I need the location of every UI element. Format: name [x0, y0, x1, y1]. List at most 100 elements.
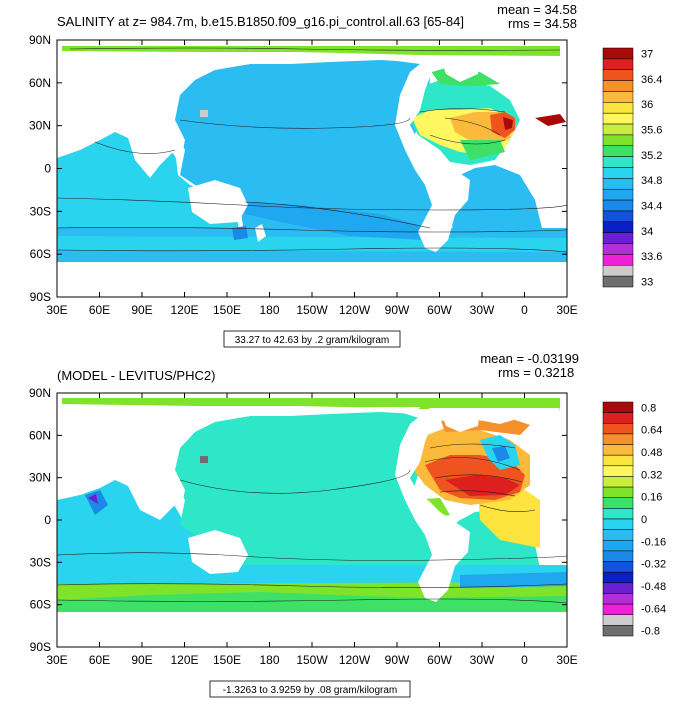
- colorbar-label: 34.8: [641, 175, 662, 187]
- map-2-contour-6: [439, 490, 516, 497]
- colorbar-box: [602, 112, 634, 125]
- colorbar-box: [602, 401, 634, 413]
- colorbar-box: [602, 582, 634, 594]
- map-1-med-core: [503, 117, 513, 130]
- colorbar-box: [602, 102, 634, 114]
- map-1-greenland: [440, 56, 480, 82]
- x-tick-label: 60E: [89, 653, 110, 667]
- map-2-southern-blue: [460, 572, 567, 588]
- colorbar-2: 0.8 0.64 0.48 0.32 0.16 0 -0.16 -0.32 -0.48 -0.64…: [602, 401, 666, 638]
- panel-2-range: -1.3263 to 3.9259 by .08 gram/kilogram: [223, 685, 398, 696]
- colorbar-label: 0: [641, 514, 647, 526]
- panel-2-range-box: [209, 680, 411, 698]
- colorbar-box: [602, 518, 634, 530]
- map-1-south-atl-band: [460, 140, 505, 160]
- colorbar-box: [602, 454, 634, 467]
- colorbar-box: [602, 221, 634, 233]
- map-1-indian-ocean: [57, 132, 240, 242]
- map-2-contour-5: [434, 474, 523, 483]
- colorbar-box: [602, 156, 634, 168]
- panel-2-title: (MODEL - LEVITUS/PHC2): [57, 368, 215, 383]
- colorbar-box: [602, 58, 634, 70]
- map-2-asia: [57, 407, 420, 515]
- colorbar-label: -0.16: [641, 536, 666, 548]
- y-tick-label: 60S: [30, 247, 51, 261]
- panel-1-rms: rms = 34.58: [508, 16, 577, 31]
- colorbar-label: -0.48: [641, 581, 666, 593]
- colorbar-box: [602, 47, 634, 60]
- colorbar-box: [602, 571, 634, 584]
- colorbar-box: [602, 614, 634, 626]
- colorbar-box: [602, 625, 634, 637]
- y-tick-label: 0: [44, 513, 51, 527]
- map-1-contour-3: [57, 247, 567, 253]
- map-2-arctic-ocean: [62, 398, 560, 410]
- colorbar-label: 34: [641, 226, 653, 238]
- colorbar-box: [602, 529, 634, 541]
- map-1-contour-4: [244, 201, 431, 229]
- map-2-australia: [188, 530, 248, 574]
- x-tick-label: 90E: [131, 653, 152, 667]
- colorbar-label: -0.64: [641, 603, 666, 615]
- colorbar-box: [602, 199, 634, 212]
- map-2-axes: 30E 60E 90E 120E 150E 180 150W 120W 90W 60W 30W 0 30…: [29, 386, 578, 667]
- panel-2-mean: mean = -0.03199: [480, 351, 579, 366]
- map-1-contours: [57, 108, 567, 253]
- x-tick-label: 90W: [385, 303, 410, 317]
- map-2-contour-4: [424, 457, 521, 471]
- map-2-contour-1: [57, 552, 567, 561]
- colorbar-label: 35.6: [641, 124, 662, 136]
- map-2-contour-8: [479, 504, 536, 512]
- map-2: [57, 393, 567, 647]
- map-1-contour-9: [94, 141, 176, 154]
- colorbar-box: [602, 254, 634, 266]
- panel-2-rms: rms = 0.3218: [498, 365, 574, 380]
- colorbar-box: [602, 80, 634, 92]
- colorbar-box: [602, 603, 634, 615]
- colorbar-box: [602, 593, 634, 605]
- map-1-axes: 30E 60E 90E 120E 150E 180 150W 120W 90W 60W 30W 0 30…: [29, 33, 578, 317]
- colorbar-box: [602, 243, 634, 255]
- colorbar-label: -0.8: [641, 626, 660, 638]
- map-1-asia: [57, 55, 420, 165]
- colorbar-box: [602, 465, 634, 477]
- y-tick-label: 60N: [29, 76, 51, 90]
- colorbar-box: [602, 497, 634, 509]
- colorbar-label: 37: [641, 48, 653, 60]
- panel-1-range-box: [223, 330, 401, 348]
- colorbar-box: [602, 476, 634, 488]
- map-1-south-pacific-fresh: [245, 202, 430, 240]
- x-tick-label: 90W: [385, 653, 410, 667]
- colorbar-box: [602, 178, 634, 190]
- map-1-contour-7: [444, 117, 501, 136]
- panel-salinity: SALINITY at z= 984.7m, b.e15.B1850.f09_g…: [29, 2, 662, 348]
- x-tick-label: 150W: [296, 303, 328, 317]
- colorbar-label: 0.64: [641, 425, 662, 437]
- y-tick-label: 60N: [29, 428, 51, 442]
- map-1-med-outflow: [490, 112, 515, 138]
- y-tick-label: 30N: [29, 471, 51, 485]
- x-tick-label: 120E: [170, 653, 198, 667]
- map-2-contour-3: [57, 598, 567, 604]
- colorbar-box: [602, 412, 634, 424]
- colorbar-box: [602, 188, 634, 201]
- x-tick-label: 180: [259, 653, 279, 667]
- colorbar-box: [602, 69, 634, 81]
- x-tick-label: 30W: [470, 303, 495, 317]
- map-1-nz: [255, 224, 266, 242]
- x-tick-label: 30E: [46, 653, 67, 667]
- x-tick-label: 30W: [470, 653, 495, 667]
- map-2-contour-7: [429, 443, 516, 449]
- map-1-contour-1: [57, 197, 567, 211]
- y-tick-label: 90S: [30, 290, 51, 304]
- colorbar-label: 36: [641, 99, 653, 111]
- x-tick-label: 30E: [46, 303, 67, 317]
- colorbar-box: [602, 232, 634, 244]
- colorbar-box: [602, 433, 634, 445]
- map-2-antarctica: [57, 612, 567, 647]
- colorbar-box: [602, 486, 634, 498]
- x-tick-label: 60E: [89, 303, 110, 317]
- x-tick-label: 30E: [556, 303, 577, 317]
- y-tick-label: 90S: [30, 640, 51, 654]
